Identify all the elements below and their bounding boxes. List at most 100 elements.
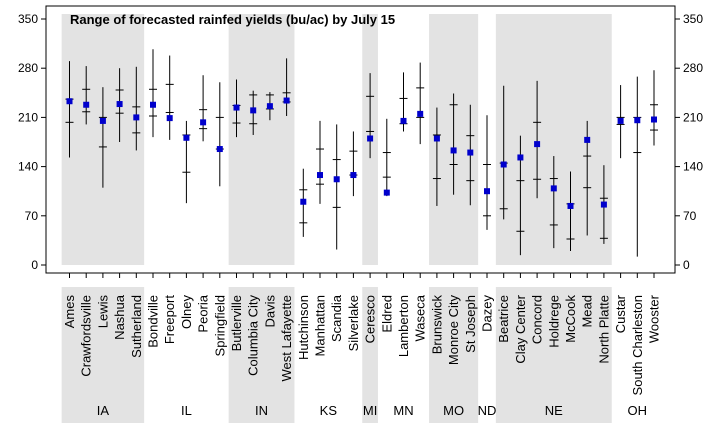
site-label: Holdrege	[546, 295, 561, 348]
site-label: South Charleston	[630, 295, 645, 395]
forecast-point	[417, 110, 424, 117]
state-label-oh: OH	[628, 403, 648, 418]
forecast-point	[651, 116, 657, 123]
site-label: Ames	[62, 295, 77, 329]
state-label-mo: MO	[443, 403, 464, 418]
site-label: Crawfordsville	[79, 295, 94, 377]
forecast-point	[367, 135, 374, 142]
site-label: Sutherland	[129, 295, 144, 358]
state-shading-layer	[61, 14, 612, 423]
y-tick-label-right: 140	[683, 160, 703, 174]
site-label: Clay Center	[513, 294, 528, 363]
forecast-point	[233, 104, 240, 111]
site-label: Wooster	[647, 294, 662, 343]
site-label: Brunswick	[429, 295, 444, 355]
site-label: Columbia City	[246, 295, 261, 376]
state-label-ia: IA	[97, 403, 110, 418]
site-label: Mead	[580, 295, 595, 328]
forecast-point	[517, 154, 524, 161]
site-label: Nashua	[112, 294, 127, 340]
forecast-point	[333, 176, 340, 183]
site-label: Ceresco	[363, 295, 378, 343]
forecast-point	[600, 201, 607, 208]
site-label: St Joseph	[463, 295, 478, 353]
forecast-point	[83, 101, 90, 108]
state-label-in: IN	[255, 403, 268, 418]
plot-frame	[45, 5, 676, 274]
state-label-mn: MN	[393, 403, 413, 418]
forecast-point	[500, 161, 507, 168]
state-label-mi: MI	[363, 403, 377, 418]
site-label: Custar	[613, 294, 628, 333]
forecast-point	[99, 117, 106, 124]
site-label: Hutchinson	[296, 295, 311, 360]
y-tick-label-right: 350	[683, 12, 703, 26]
forecast-point	[317, 172, 323, 179]
site-label: West Lafayette	[279, 295, 294, 381]
state-label-nd: ND	[478, 403, 497, 418]
state-shade-in	[228, 14, 295, 265]
state-label-shade-ia	[61, 287, 145, 423]
site-label: Lewis	[95, 295, 110, 329]
state-label-shade-ne	[495, 287, 612, 423]
site-label: Scandia	[329, 294, 344, 342]
forecast-point	[116, 101, 123, 108]
forecast-point	[300, 198, 307, 205]
y-tick-label-left: 140	[18, 160, 38, 174]
site-labels-layer: IA IL IN KS MI MN MO ND NE OH Ames Crawfordsville Le…	[62, 294, 662, 418]
forecast-point	[484, 188, 490, 195]
y-tick-label-left: 280	[18, 61, 38, 75]
site-label: Davis	[262, 295, 277, 328]
y-tick-label-left: 0	[31, 258, 38, 272]
site-label: Manhattan	[313, 295, 328, 356]
forecast-point	[66, 98, 73, 105]
site-label: Lamberton	[396, 295, 411, 357]
forecast-points-layer	[66, 97, 657, 209]
axes-layer: 0 0 70 70 140 140 210 210 280 280 350 350	[18, 5, 703, 278]
forecast-point	[200, 119, 207, 126]
forecast-point	[433, 135, 440, 142]
state-label-ks: KS	[320, 403, 338, 418]
y-tick-label-right: 70	[683, 209, 697, 223]
forecast-point	[567, 202, 574, 209]
forecast-point	[400, 117, 407, 124]
site-label: Waseca	[413, 294, 428, 341]
forecast-point	[150, 101, 156, 108]
y-tick-label-left: 350	[18, 12, 38, 26]
y-tick-label-right: 0	[683, 258, 690, 272]
forecast-point	[383, 189, 390, 196]
site-label: Peoria	[196, 294, 211, 332]
state-label-shade-in	[228, 287, 295, 423]
y-tick-label-left: 70	[25, 209, 39, 223]
state-label-shade-mo	[429, 287, 479, 423]
forecast-point	[617, 117, 624, 124]
site-label: Springfield	[212, 295, 227, 356]
site-label: Beatrice	[496, 295, 511, 343]
forecast-point	[550, 185, 557, 192]
site-label: North Platte	[596, 295, 611, 364]
forecast-point	[467, 149, 474, 156]
forecast-point	[534, 141, 541, 148]
site-label: Freeport	[162, 295, 177, 345]
forecast-point	[350, 172, 357, 179]
chart-title: Range of forecasted rainfed yields (bu/a…	[70, 12, 395, 27]
forecast-point	[283, 97, 290, 104]
state-label-shade-mi	[362, 287, 378, 423]
forecast-point	[183, 134, 190, 141]
site-label: Concord	[530, 295, 545, 344]
y-tick-label-right: 280	[683, 61, 703, 75]
forecast-point	[634, 117, 641, 124]
site-label: Monroe City	[446, 295, 461, 366]
site-label: Eldred	[379, 295, 394, 333]
forecast-point	[266, 103, 273, 110]
y-tick-label-left: 210	[18, 110, 38, 124]
site-label: Dazey	[480, 295, 495, 332]
site-label: Olney	[179, 295, 194, 329]
forecast-point	[250, 107, 257, 114]
site-label: McCook	[563, 295, 578, 343]
y-tick-label-right: 210	[683, 110, 703, 124]
forecast-point	[216, 146, 223, 153]
forecast-point	[450, 147, 457, 154]
state-label-il: IL	[181, 403, 192, 418]
